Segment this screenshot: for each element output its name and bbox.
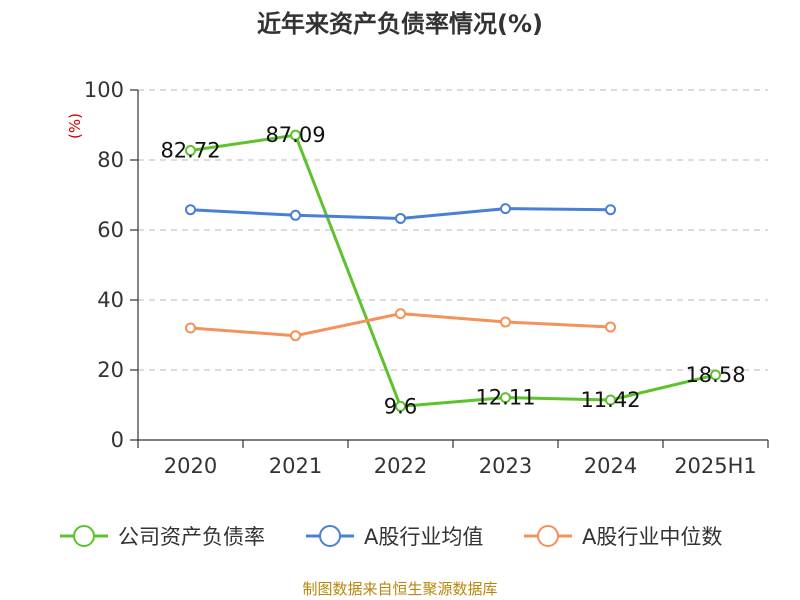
data-point (290, 330, 301, 342)
data-point (395, 400, 406, 412)
y-tick-label: 40 (97, 288, 124, 312)
data-labels: 82.72 87.09 9.6 12.11 11.42 18.58 (160, 123, 745, 418)
data-label: 18.58 (685, 363, 745, 387)
chart-title: 近年来资产负债率情况(%) (257, 10, 543, 38)
grid (138, 89, 768, 371)
y-tick-label: 60 (97, 218, 124, 242)
legend: 公司资产负债率 A股行业均值 A股行业中位数 (60, 525, 722, 549)
x-tick-label: 2021 (269, 454, 322, 478)
legend-label-1: A股行业均值 (364, 525, 483, 549)
x-tick-label: 2025H1 (674, 454, 757, 478)
x-tick-label: 2024 (584, 454, 637, 478)
legend-marker-1 (319, 525, 341, 547)
series-line-0 (190, 133, 716, 408)
legend-label-2: A股行业中位数 (582, 525, 722, 549)
data-point (500, 392, 511, 404)
data-label: 12.11 (475, 386, 535, 410)
data-point (185, 204, 196, 216)
x-tick-label: 2022 (374, 454, 427, 478)
data-point (500, 316, 511, 328)
data-point (395, 308, 406, 320)
axes: 0 20 40 60 80 100 2020 2021 2022 2023 2024 2025H1 (84, 78, 769, 478)
y-tick-label: 20 (97, 358, 124, 382)
data-point (500, 203, 511, 215)
y-tick-label: 80 (97, 148, 124, 172)
y-axis-unit: (%) (66, 113, 84, 139)
data-label: 9.6 (384, 394, 417, 418)
data-label: 82.72 (160, 138, 220, 162)
source-note: 制图数据来自恒生聚源数据库 (302, 580, 497, 598)
series (185, 129, 721, 412)
data-point (605, 204, 616, 216)
legend-marker-2 (537, 525, 559, 547)
data-point (185, 322, 196, 334)
data-point (605, 394, 616, 406)
y-tick-label: 0 (111, 428, 124, 452)
data-point (710, 369, 721, 381)
data-point (605, 321, 616, 333)
legend-marker-0 (73, 525, 95, 547)
data-point (290, 209, 301, 221)
data-label: 87.09 (265, 123, 325, 147)
data-label: 11.42 (580, 388, 640, 412)
data-point (185, 144, 196, 156)
data-point (395, 212, 406, 224)
legend-label-0: 公司资产负债率 (118, 525, 265, 549)
x-tick-label: 2020 (164, 454, 217, 478)
y-tick-label: 100 (84, 78, 124, 102)
x-tick-label: 2023 (479, 454, 532, 478)
data-point (290, 129, 301, 141)
